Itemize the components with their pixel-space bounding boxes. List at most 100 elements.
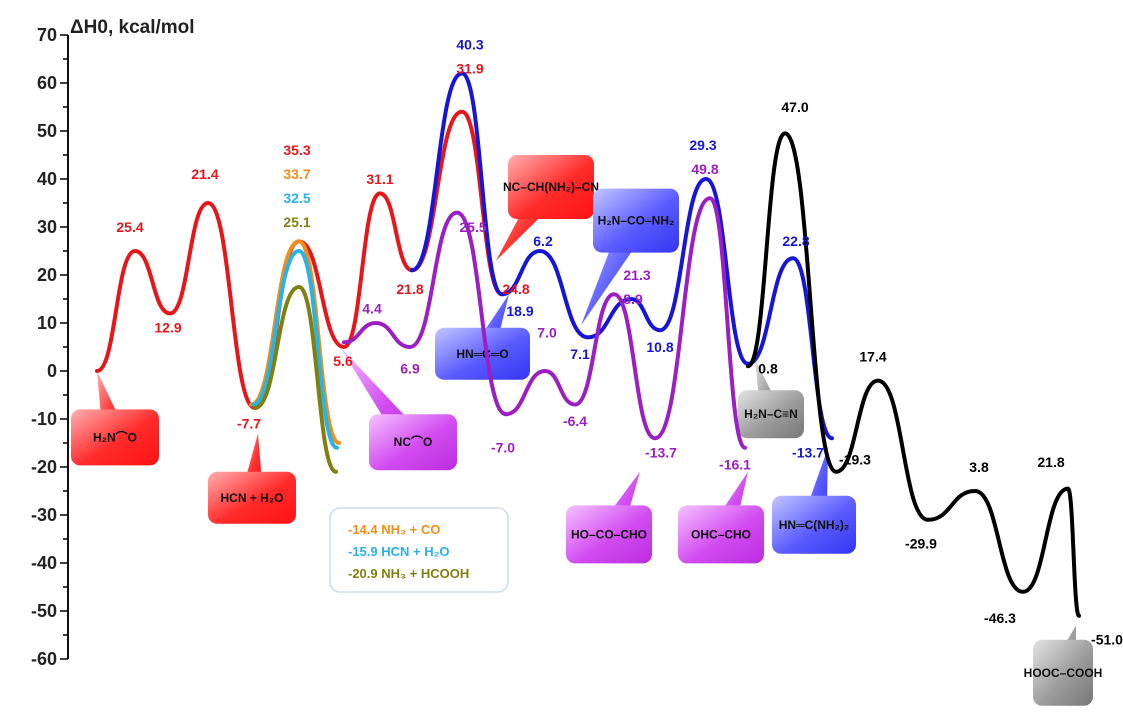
value-label: 21.8 — [396, 281, 423, 297]
value-label: -19.3 — [839, 452, 871, 468]
series-line-cyan — [251, 249, 339, 450]
value-label: 33.7 — [283, 166, 310, 182]
callout-box — [208, 471, 296, 524]
callout-label: OHC–CHO — [691, 527, 751, 541]
legend-entry: -20.9 NH₃ + HCOOH — [348, 566, 469, 581]
value-label: 21.3 — [623, 267, 650, 283]
callout-box — [678, 505, 764, 564]
energy-curves — [95, 71, 1081, 618]
y-axis: 70 60 50 40 30 20 10 0 -10 -20 -30 -40 -50 -60 — [31, 25, 69, 669]
callout-box — [71, 409, 159, 466]
y-tick-label: -40 — [31, 553, 57, 573]
callout-box — [508, 155, 594, 219]
value-label: 4.4 — [362, 300, 382, 316]
callout-label: NC⌒O — [394, 434, 433, 449]
value-label: 49.8 — [691, 161, 718, 177]
callout-box — [738, 390, 804, 439]
value-label: -7.7 — [237, 416, 261, 432]
value-label: 22.8 — [782, 233, 809, 249]
value-label: 7.1 — [570, 346, 590, 362]
y-tick-label: 70 — [37, 25, 57, 45]
value-label: 29.3 — [689, 137, 716, 153]
y-tick-label: -30 — [31, 505, 57, 525]
value-labels: 25.4 12.9 21.4 -7.7 35.3 33.7 32.5 25.1 5.6 31.1 2… — [116, 36, 1123, 647]
value-label: 32.5 — [283, 190, 310, 206]
value-label: 6.9 — [400, 360, 420, 376]
value-label: -13.7 — [645, 444, 677, 460]
y-tick-label: 60 — [37, 73, 57, 93]
legend-box — [329, 507, 509, 593]
legend-entry: -15.9 HCN + H₂O — [348, 544, 450, 559]
value-label: 35.3 — [283, 142, 310, 158]
value-label: 21.8 — [1037, 454, 1064, 470]
y-tick-label: -50 — [31, 601, 57, 621]
y-tick-label: -60 — [31, 649, 57, 669]
callout-box — [593, 188, 679, 253]
callout-label: H₂N–C≡N — [744, 407, 798, 421]
legend: -14.4 NH₃ + CO -15.9 HCN + H₂O -20.9 NH₃ +… — [329, 507, 509, 593]
callout-label: HN═C═O — [456, 347, 508, 361]
y-tick-label: 50 — [37, 121, 57, 141]
callout-cyanamide: H₂N–C≡N — [738, 359, 804, 439]
callout-label: HO–CO–CHO — [571, 527, 647, 541]
callout-label: H₂N–CO–NH₂ — [598, 214, 675, 228]
y-tick-label: 30 — [37, 217, 57, 237]
callout-hnco: HN═C═O — [435, 294, 530, 380]
callout-formamide: H₂N⌒O — [71, 371, 159, 466]
value-label: -13.7 — [792, 444, 824, 460]
callout-oxalic: HOOC–COOH — [1024, 625, 1103, 706]
value-label: 17.4 — [859, 348, 886, 364]
callout-urea: H₂N–CO–NH₂ — [581, 188, 679, 326]
series-line-purple — [342, 196, 747, 450]
callout-hcn-h2o: HCN + H₂O — [208, 433, 296, 524]
value-label: 12.9 — [154, 320, 181, 336]
y-tick-label: 0 — [47, 361, 57, 381]
value-label: 8.9 — [623, 291, 643, 307]
value-label: -46.3 — [984, 610, 1016, 626]
value-label: -7.0 — [491, 440, 515, 456]
value-label: 0.8 — [758, 360, 778, 376]
callout-box — [772, 495, 856, 554]
value-label: 6.2 — [533, 233, 553, 249]
callout-aminomalononitrile: NC–CH(NH₂)–CN — [496, 155, 599, 261]
molecule-callouts: H₂N⌒O HCN + H₂O NC⌒O HN═C═O NC–CH(NH₂)–CN H₂N… — [71, 155, 1102, 706]
y-tick-label: -20 — [31, 457, 57, 477]
y-tick-label: -10 — [31, 409, 57, 429]
callout-glyoxal: OHC–CHO — [678, 471, 764, 564]
value-label: -51.0 — [1091, 632, 1123, 648]
callout-label: NC–CH(NH₂)–CN — [503, 180, 599, 194]
callout-label: HN═C(NH₂)₂ — [779, 518, 850, 532]
y-axis-title: ΔH0, kcal/mol — [70, 17, 195, 38]
value-label: 25.4 — [116, 219, 143, 235]
callout-box — [369, 414, 457, 471]
value-label: 31.1 — [366, 171, 393, 187]
value-label: -29.9 — [905, 536, 937, 552]
callout-label: HOOC–COOH — [1024, 666, 1103, 680]
value-label: 25.5 — [459, 219, 486, 235]
value-label: 21.4 — [191, 166, 218, 182]
value-label: 47.0 — [781, 99, 808, 115]
y-tick-label: 40 — [37, 169, 57, 189]
legend-entry: -14.4 NH₃ + CO — [348, 522, 440, 537]
callout-label: H₂N⌒O — [93, 429, 137, 444]
value-label: 18.9 — [506, 303, 533, 319]
value-label: -16.1 — [719, 456, 751, 472]
value-label: 31.9 — [456, 60, 483, 76]
value-label: 7.0 — [537, 324, 557, 340]
callout-label: HCN + H₂O — [220, 491, 283, 505]
series-line-black — [746, 131, 1081, 618]
callout-guanidine: HN═C(NH₂)₂ — [772, 447, 856, 554]
callout-glyoxylic: HO–CO–CHO — [566, 471, 652, 564]
series-line-blue — [410, 71, 834, 441]
value-label: 40.3 — [456, 36, 483, 52]
callout-box — [435, 327, 530, 380]
y-tick-label: 20 — [37, 265, 57, 285]
series-line-olive — [253, 285, 338, 474]
value-label: 5.6 — [333, 353, 353, 369]
value-label: 3.8 — [969, 459, 989, 475]
value-label: 24.8 — [502, 281, 529, 297]
y-tick-label: 10 — [37, 313, 57, 333]
callout-box — [1033, 639, 1093, 706]
value-label: 25.1 — [283, 214, 310, 230]
